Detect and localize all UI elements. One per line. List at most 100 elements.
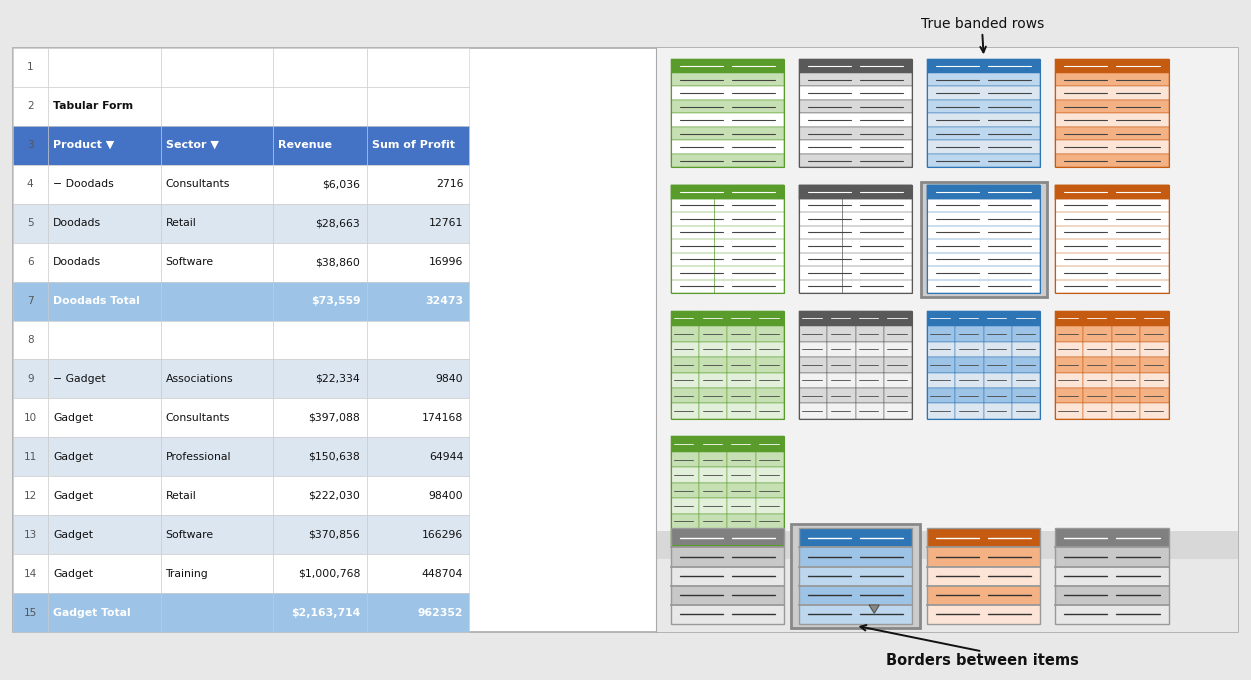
Bar [160, 515, 273, 554]
Bar [367, 243, 469, 282]
Bar [1055, 341, 1083, 357]
Bar [799, 326, 827, 341]
Bar [367, 203, 469, 243]
Bar [884, 373, 912, 388]
Bar [956, 326, 983, 341]
Bar [1055, 357, 1083, 373]
Bar [1083, 388, 1112, 403]
Bar [884, 357, 912, 373]
Bar [273, 165, 367, 203]
Bar [728, 388, 756, 403]
Bar [799, 547, 912, 566]
Text: Revenue: Revenue [278, 140, 333, 150]
Text: 8: 8 [28, 335, 34, 345]
Bar [671, 100, 784, 114]
Bar [160, 437, 273, 477]
Bar [671, 452, 699, 467]
Bar [927, 528, 1041, 547]
Bar [1055, 585, 1168, 605]
Bar [728, 514, 756, 529]
Bar [13, 594, 48, 632]
Text: Gadget: Gadget [53, 452, 93, 462]
Bar [13, 320, 48, 360]
Bar [671, 341, 699, 357]
Bar [671, 127, 784, 141]
Bar [671, 529, 699, 545]
Bar [799, 59, 912, 167]
Text: Software: Software [165, 530, 214, 540]
Bar [927, 141, 1041, 154]
Bar [367, 594, 469, 632]
Bar [927, 185, 1041, 199]
Bar [1112, 388, 1140, 403]
Bar [671, 388, 699, 403]
Bar [728, 373, 756, 388]
Bar [856, 341, 884, 357]
Bar [1012, 341, 1041, 357]
Bar [273, 398, 367, 437]
Bar [756, 311, 784, 326]
Bar [827, 311, 856, 326]
Bar [1055, 311, 1168, 419]
Text: 448704: 448704 [422, 569, 463, 579]
Text: 15: 15 [24, 608, 36, 618]
Bar [1112, 373, 1140, 388]
Text: Product ▼: Product ▼ [53, 140, 114, 150]
Bar [1055, 73, 1168, 86]
Bar [756, 452, 784, 467]
Bar [827, 373, 856, 388]
Bar [273, 48, 367, 86]
Bar [1055, 566, 1168, 585]
Bar [671, 498, 699, 514]
Bar [160, 203, 273, 243]
Text: Doodads: Doodads [53, 218, 101, 228]
Bar [699, 373, 728, 388]
Bar [1055, 605, 1168, 624]
Bar [1112, 403, 1140, 419]
Text: 166296: 166296 [422, 530, 463, 540]
Bar [728, 483, 756, 498]
Bar [160, 594, 273, 632]
Bar [48, 360, 160, 398]
Bar [699, 483, 728, 498]
Bar [671, 467, 699, 483]
Bar [799, 528, 912, 624]
Bar [367, 165, 469, 203]
Bar [927, 154, 1041, 167]
Bar [1012, 403, 1041, 419]
Bar [799, 185, 912, 199]
Text: Gadget: Gadget [53, 530, 93, 540]
Bar [160, 48, 273, 86]
Bar [48, 282, 160, 320]
Bar [13, 126, 48, 165]
Text: 2716: 2716 [435, 179, 463, 189]
Text: Retail: Retail [165, 218, 196, 228]
Bar [799, 311, 912, 419]
Bar [728, 311, 756, 326]
Bar [1083, 341, 1112, 357]
Bar [1140, 373, 1168, 388]
Bar [983, 341, 1012, 357]
Bar [48, 398, 160, 437]
Bar [927, 185, 1041, 293]
Bar [48, 243, 160, 282]
Bar [799, 154, 912, 167]
Bar [799, 403, 827, 419]
Text: 13: 13 [24, 530, 36, 540]
Text: $2,163,714: $2,163,714 [291, 608, 360, 618]
Bar [983, 388, 1012, 403]
Bar [799, 59, 912, 73]
Bar [671, 566, 784, 585]
Bar [799, 357, 827, 373]
Bar [756, 357, 784, 373]
Text: 32473: 32473 [425, 296, 463, 306]
Bar [983, 326, 1012, 341]
Bar [827, 341, 856, 357]
Text: 98400: 98400 [429, 491, 463, 501]
Bar [799, 311, 827, 326]
Bar [827, 326, 856, 341]
Bar [1112, 357, 1140, 373]
Bar [927, 185, 1041, 293]
Bar [699, 498, 728, 514]
Bar [671, 154, 784, 167]
